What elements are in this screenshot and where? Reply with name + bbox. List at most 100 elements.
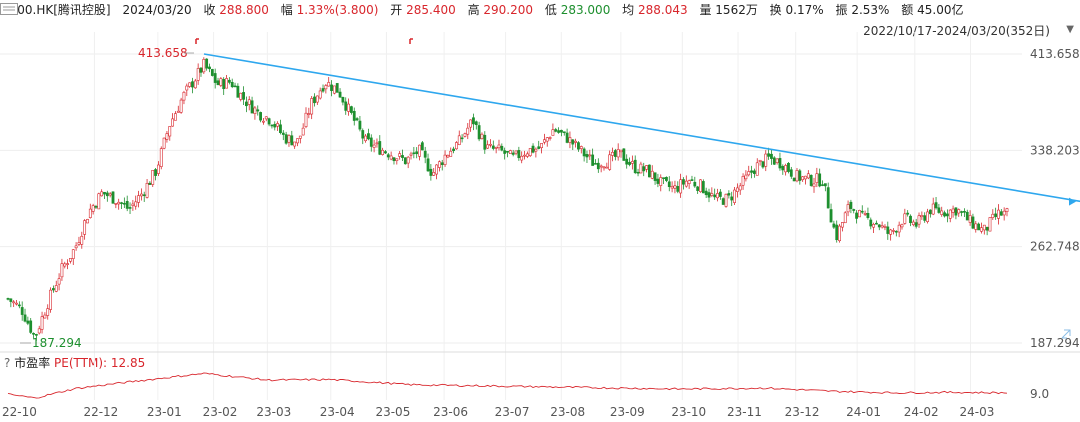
pe-panel-title: 市盈率: [14, 356, 51, 370]
candle-body: [256, 109, 260, 112]
candle-body: [948, 209, 952, 219]
candle-body: [684, 180, 688, 187]
candle-body: [250, 100, 254, 114]
candle-body: [503, 150, 507, 154]
candle-body: [367, 133, 370, 140]
candle-body: [176, 110, 180, 113]
x-tick-label: 23-06: [433, 405, 468, 419]
candle-body: [347, 103, 350, 112]
candle-body: [815, 173, 819, 183]
candle-body: [718, 191, 722, 197]
candle-body: [432, 172, 436, 176]
candle-body: [653, 172, 657, 181]
candle-body: [29, 320, 33, 333]
candle-body: [267, 118, 271, 125]
candle-body: [747, 171, 751, 176]
chevron-down-icon[interactable]: ▼: [1066, 24, 1074, 35]
candle-body: [66, 263, 69, 265]
candle-body: [767, 153, 771, 157]
candle-body: [650, 170, 654, 179]
candle-body: [525, 153, 529, 157]
candle-body: [778, 158, 782, 169]
candle-body: [83, 220, 87, 235]
candle-body: [565, 132, 569, 143]
candle-body: [920, 215, 924, 218]
x-tick-label: 23-10: [671, 405, 706, 419]
candle-body: [835, 224, 839, 241]
high-field: 高 290.200: [468, 3, 533, 17]
candle-body: [91, 205, 95, 212]
candle-body: [506, 150, 509, 153]
candle-body: [577, 142, 580, 150]
candle-body: [934, 202, 938, 209]
max-price-annotation: 413.658: [138, 46, 188, 60]
candle-body: [707, 192, 711, 198]
candle-body: [489, 143, 492, 146]
candle-body: [906, 212, 910, 215]
candle-body: [579, 146, 583, 149]
candle-body: [843, 212, 847, 224]
candle-body: [877, 224, 881, 228]
candle-body: [511, 152, 515, 155]
candle-body: [443, 154, 447, 165]
candle-body: [846, 204, 850, 213]
candle-body: [174, 113, 177, 121]
candle-body: [628, 161, 631, 165]
candle-body: [122, 202, 126, 205]
candle-body: [46, 308, 50, 316]
candle-body: [914, 222, 918, 227]
candle-body: [125, 201, 129, 209]
candles-group: [6, 57, 1009, 341]
candle-body: [892, 230, 895, 232]
candle-body: [460, 137, 464, 140]
candle-body: [244, 101, 248, 107]
candle-body: [446, 154, 450, 158]
candle-body: [818, 173, 822, 187]
candle-body: [384, 151, 387, 154]
candle-body: [296, 138, 299, 144]
candle-body: [480, 133, 484, 139]
candle-body: [276, 123, 280, 127]
candle-body: [531, 145, 535, 153]
candle-body: [239, 92, 243, 100]
candle-body: [185, 85, 189, 91]
candle-body: [721, 198, 725, 205]
help-icon[interactable]: ?: [4, 356, 11, 370]
candle-body: [483, 134, 487, 150]
candle-body: [71, 249, 75, 259]
turnover-field: 换 0.17%: [770, 3, 824, 17]
low-field: 低 283.000: [545, 3, 610, 17]
candle-body: [960, 211, 963, 213]
candle-body: [557, 130, 560, 133]
candle-body: [903, 213, 907, 224]
candle-body: [386, 154, 390, 158]
candle-body: [798, 170, 802, 181]
candle-body: [554, 129, 558, 132]
candle-body: [738, 185, 742, 191]
candle-body: [463, 133, 467, 137]
candle-body: [137, 195, 140, 203]
volume-field: 量 1562万: [699, 3, 757, 17]
chart-settings-icon[interactable]: [0, 3, 18, 15]
high-label: 高: [467, 3, 480, 17]
candle-body: [355, 118, 359, 121]
candle-body: [88, 208, 92, 218]
x-tick-label: 24-02: [904, 405, 939, 419]
candle-body: [560, 129, 563, 133]
candle-body: [403, 157, 407, 165]
candle-body: [9, 298, 13, 302]
candle-body: [937, 207, 941, 213]
x-tick-label: 23-08: [550, 405, 585, 419]
candle-body: [1005, 208, 1009, 212]
date-range-selector[interactable]: 2022/10/17-2024/03/20(352日): [863, 24, 1050, 38]
candle-body: [880, 225, 884, 228]
candle-body: [517, 150, 521, 159]
candle-body: [656, 178, 660, 184]
candle-body: [826, 187, 830, 209]
candle-body: [270, 124, 274, 127]
candle-body: [43, 314, 47, 319]
candle-body: [860, 210, 864, 213]
candle-body: [730, 196, 734, 201]
candle-body: [86, 219, 89, 224]
